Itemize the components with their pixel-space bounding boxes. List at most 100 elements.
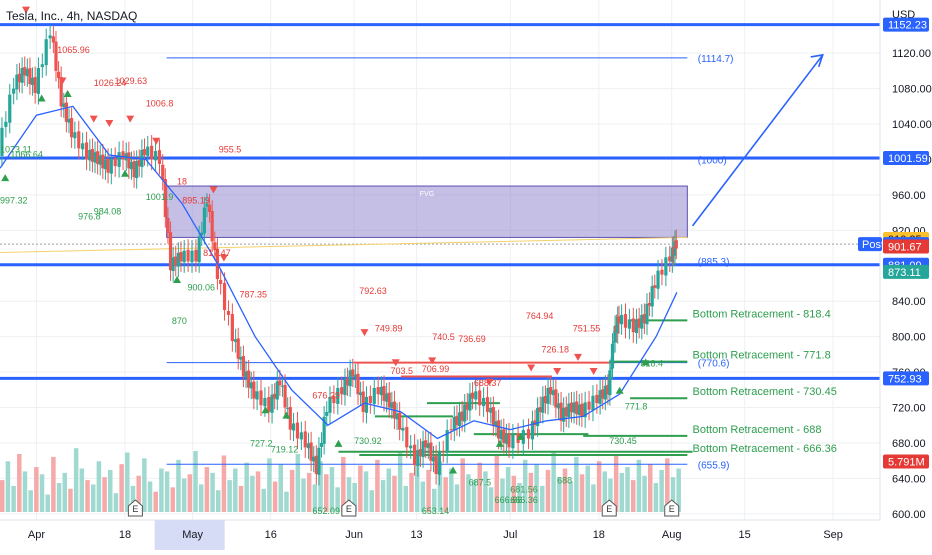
volume-bar bbox=[562, 468, 568, 512]
candle-body bbox=[234, 339, 238, 342]
buy-marker bbox=[641, 358, 650, 366]
candle-body bbox=[351, 369, 355, 377]
volume-bar bbox=[17, 454, 22, 512]
volume-bar bbox=[528, 472, 534, 512]
earnings-letter: E bbox=[132, 504, 138, 514]
price-tag-box bbox=[883, 239, 929, 254]
price-annotation: 818.4 bbox=[640, 359, 663, 369]
volume-bar bbox=[79, 468, 85, 512]
candle-body bbox=[137, 160, 141, 167]
candle-body bbox=[526, 429, 531, 439]
time-tick-label: Apr bbox=[28, 529, 45, 541]
candle-body bbox=[668, 256, 672, 262]
candle-body bbox=[259, 390, 263, 406]
retracement-label: Bottom Retracement - 818.4 bbox=[693, 308, 831, 320]
volume-bar bbox=[318, 461, 323, 512]
volume-bar bbox=[477, 462, 482, 512]
volume-bar bbox=[227, 480, 232, 512]
volume-bar bbox=[642, 475, 647, 512]
candle-body bbox=[317, 447, 321, 475]
volume-bar bbox=[56, 483, 62, 512]
candle-body bbox=[538, 407, 542, 412]
candle-body bbox=[194, 249, 198, 262]
candle-body bbox=[533, 420, 537, 426]
sell-marker bbox=[360, 329, 369, 337]
volume-bar bbox=[204, 467, 210, 512]
volume-bar bbox=[540, 485, 545, 512]
candle-body bbox=[205, 203, 209, 207]
volume-bar bbox=[505, 467, 511, 512]
volume-bar bbox=[602, 471, 608, 512]
time-axis-bg bbox=[0, 520, 932, 550]
volume-bar bbox=[358, 465, 363, 512]
volume-bar bbox=[159, 468, 164, 512]
buy-marker bbox=[449, 466, 458, 474]
price-tag: 752.93 bbox=[883, 371, 929, 386]
candle-body bbox=[40, 64, 44, 68]
volume-bars bbox=[0, 448, 681, 512]
candles bbox=[0, 24, 678, 486]
volume-bar bbox=[176, 459, 181, 512]
candle-body bbox=[507, 433, 511, 448]
candle-body bbox=[8, 94, 12, 123]
volume-bar bbox=[619, 472, 625, 512]
volume-bar bbox=[34, 467, 39, 512]
earnings-marker: E bbox=[341, 499, 357, 517]
candle-body bbox=[90, 149, 95, 162]
buy-marker bbox=[37, 94, 46, 102]
candle-body bbox=[186, 249, 190, 262]
candle-body bbox=[219, 279, 223, 284]
candle-body bbox=[431, 456, 436, 462]
candle-body bbox=[67, 118, 71, 123]
time-tick-label: Jul bbox=[503, 529, 517, 541]
volume-bar bbox=[397, 452, 403, 512]
trend-arrow-line bbox=[691, 54, 824, 227]
candle-body bbox=[348, 370, 352, 387]
volume-bar bbox=[449, 468, 454, 512]
candle-body bbox=[322, 416, 326, 444]
volume-bar bbox=[363, 471, 369, 512]
volume-bar bbox=[301, 478, 306, 512]
candle-body bbox=[51, 36, 55, 43]
volume-bar bbox=[454, 484, 460, 512]
candle-body bbox=[562, 407, 566, 422]
sell-marker bbox=[209, 186, 218, 194]
candle-body bbox=[343, 379, 347, 396]
earnings-letter: E bbox=[346, 504, 352, 514]
price-tag-text: 1152.23 bbox=[888, 20, 927, 32]
sell-marker bbox=[485, 378, 494, 386]
candle-body bbox=[543, 395, 548, 404]
candle-body bbox=[409, 445, 413, 449]
price-tag: 1152.23 bbox=[883, 17, 929, 32]
candle-body bbox=[345, 378, 350, 386]
candle-body bbox=[465, 403, 469, 410]
volume-bar bbox=[312, 484, 318, 512]
candle-body bbox=[376, 387, 380, 395]
candle-body bbox=[263, 397, 267, 407]
level-label: (655.9) bbox=[698, 460, 730, 471]
candle-body bbox=[142, 149, 147, 156]
candle-body bbox=[20, 67, 24, 83]
volume-bar bbox=[119, 464, 124, 512]
candle-body bbox=[168, 232, 173, 271]
sell-marker bbox=[573, 353, 582, 361]
volume-bar bbox=[596, 461, 602, 512]
sell-marker bbox=[428, 357, 437, 365]
volume-bar bbox=[210, 472, 215, 512]
volume-bar bbox=[551, 451, 556, 512]
price-annotation: 895.19 bbox=[182, 196, 210, 206]
candle-body bbox=[241, 356, 246, 377]
volume-bar bbox=[306, 472, 312, 512]
candle-body bbox=[270, 394, 274, 413]
time-tick-label: 18 bbox=[593, 529, 605, 541]
candle-body bbox=[379, 386, 384, 396]
candle-body bbox=[69, 118, 74, 138]
volume-bar bbox=[500, 478, 505, 512]
candle-body bbox=[445, 430, 449, 453]
volume-bar bbox=[45, 494, 50, 512]
candle-body bbox=[288, 407, 292, 430]
volume-bar bbox=[585, 465, 590, 512]
price-annotation: 751.55 bbox=[573, 323, 601, 333]
